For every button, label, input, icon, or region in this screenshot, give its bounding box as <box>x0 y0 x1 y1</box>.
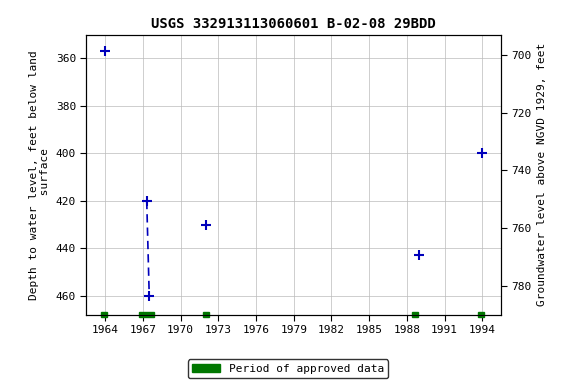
Title: USGS 332913113060601 B-02-08 29BDD: USGS 332913113060601 B-02-08 29BDD <box>151 17 436 31</box>
Bar <box>412 312 418 318</box>
Bar <box>101 312 107 318</box>
Bar <box>479 312 484 318</box>
Y-axis label: Groundwater level above NGVD 1929, feet: Groundwater level above NGVD 1929, feet <box>537 43 547 306</box>
Legend: Period of approved data: Period of approved data <box>188 359 388 379</box>
Bar <box>139 312 154 318</box>
Y-axis label: Depth to water level, feet below land
 surface: Depth to water level, feet below land su… <box>29 50 50 300</box>
Bar <box>203 312 209 318</box>
